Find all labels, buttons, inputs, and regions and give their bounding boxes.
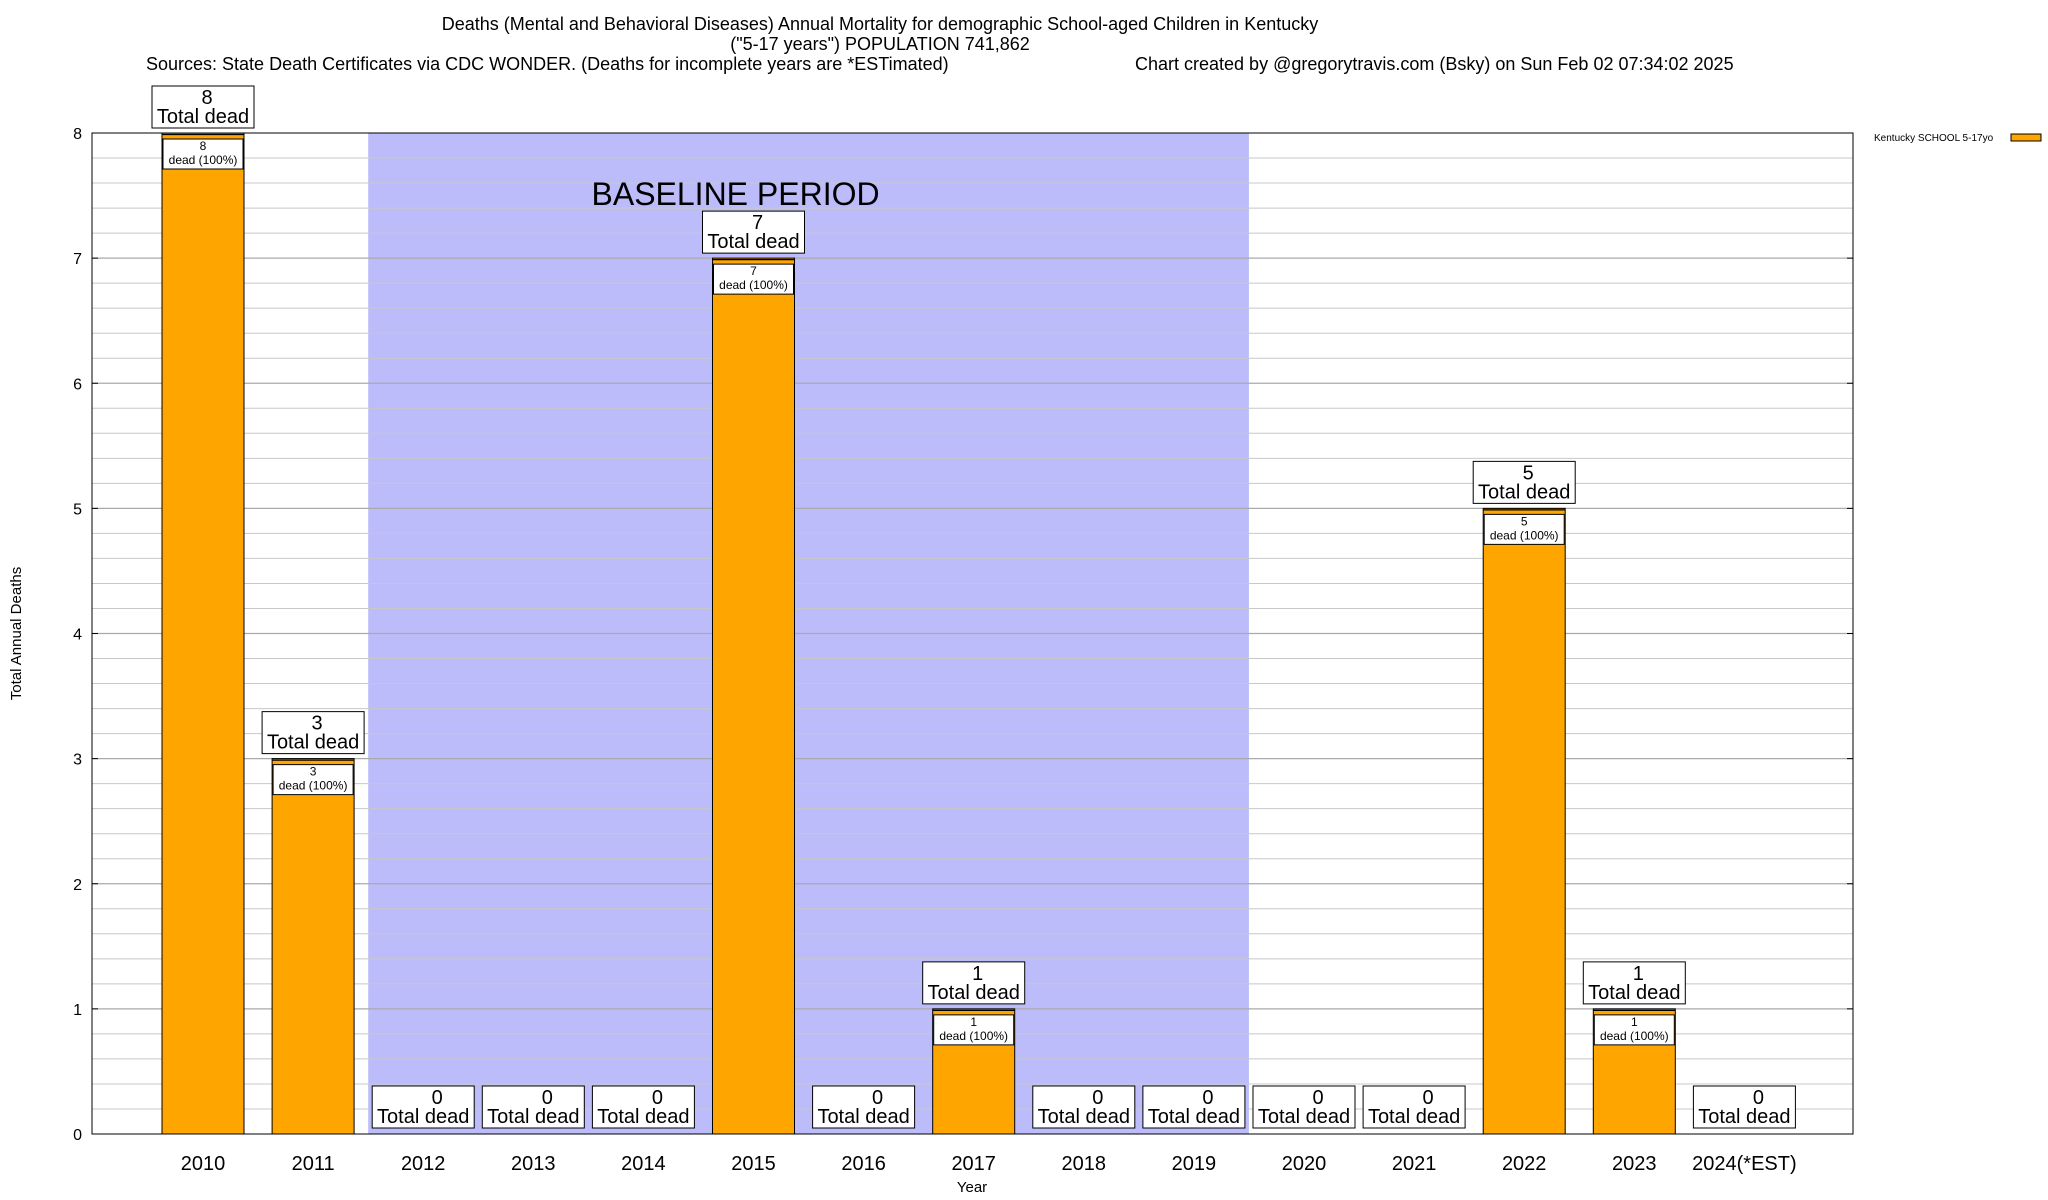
x-axis-title: Year bbox=[957, 1179, 987, 1196]
segment-value-label: 7 bbox=[750, 264, 757, 278]
baseline-label: BASELINE PERIOD bbox=[592, 176, 880, 212]
bar-chart: 8dead (100%)8Total dead3dead (100%)3Tota… bbox=[0, 0, 2048, 1200]
total-dead-label: Total dead bbox=[377, 1106, 469, 1128]
y-tick-label: 0 bbox=[73, 1127, 82, 1144]
x-tick-label: 2021 bbox=[1392, 1153, 1437, 1175]
total-dead-label: Total dead bbox=[1148, 1106, 1240, 1128]
total-dead-label: Total dead bbox=[1698, 1106, 1790, 1128]
y-tick-label: 3 bbox=[73, 752, 82, 769]
segment-value-label: 1 bbox=[1631, 1015, 1638, 1029]
x-tick-label: 2017 bbox=[951, 1153, 996, 1175]
segment-value-label: 8 bbox=[200, 139, 207, 153]
y-tick-label: 8 bbox=[73, 126, 82, 143]
bar bbox=[1483, 508, 1565, 1134]
bar bbox=[713, 258, 795, 1134]
x-tick-label: 2023 bbox=[1612, 1153, 1657, 1175]
segment-dead-label: dead (100%) bbox=[1600, 1029, 1669, 1043]
x-tick-label: 2019 bbox=[1172, 1153, 1217, 1175]
x-tick-label: 2012 bbox=[401, 1153, 446, 1175]
x-tick-label: 2018 bbox=[1062, 1153, 1107, 1175]
segment-value-label: 5 bbox=[1521, 514, 1528, 528]
legend: Kentucky SCHOOL 5-17yo bbox=[1874, 133, 2041, 144]
bar bbox=[272, 759, 354, 1134]
segment-dead-label: dead (100%) bbox=[279, 779, 348, 793]
total-dead-label: Total dead bbox=[597, 1106, 689, 1128]
x-tick-label: 2015 bbox=[731, 1153, 776, 1175]
total-dead-label: Total dead bbox=[1258, 1106, 1350, 1128]
total-dead-label: Total dead bbox=[487, 1106, 579, 1128]
total-dead-label: Total dead bbox=[707, 231, 799, 253]
segment-dead-label: dead (100%) bbox=[1490, 528, 1559, 542]
x-tick-label: 2022 bbox=[1502, 1153, 1547, 1175]
segment-dead-label: dead (100%) bbox=[939, 1029, 1008, 1043]
y-tick-label: 1 bbox=[73, 1002, 82, 1019]
total-dead-label: Total dead bbox=[1588, 982, 1680, 1004]
total-dead-label: Total dead bbox=[157, 106, 249, 128]
segment-value-label: 1 bbox=[970, 1015, 977, 1029]
x-tick-label: 2010 bbox=[181, 1153, 226, 1175]
total-dead-label: Total dead bbox=[928, 982, 1020, 1004]
segment-dead-label: dead (100%) bbox=[719, 278, 788, 292]
y-tick-label: 6 bbox=[73, 376, 82, 393]
y-tick-label: 4 bbox=[73, 627, 82, 644]
segment-value-label: 3 bbox=[310, 765, 317, 779]
total-dead-label: Total dead bbox=[817, 1106, 909, 1128]
x-tick-label: 2014 bbox=[621, 1153, 666, 1175]
x-tick-label: 2011 bbox=[292, 1153, 335, 1175]
legend-label: Kentucky SCHOOL 5-17yo bbox=[1874, 133, 1994, 144]
total-dead-label: Total dead bbox=[1038, 1106, 1130, 1128]
x-tick-label: 2013 bbox=[511, 1153, 556, 1175]
total-dead-label: Total dead bbox=[1478, 481, 1570, 503]
x-tick-label: 2024(*EST) bbox=[1692, 1153, 1797, 1175]
x-tick-label: 2016 bbox=[841, 1153, 886, 1175]
y-tick-label: 2 bbox=[73, 877, 82, 894]
segment-dead-label: dead (100%) bbox=[169, 153, 238, 167]
y-axis-title: Total Annual Deaths bbox=[8, 567, 25, 700]
x-axis: 2010 2011 2012 2013 2014 2015 2016 2017 2018 2019… bbox=[181, 1153, 1797, 1175]
y-tick-label: 7 bbox=[73, 251, 82, 268]
y-tick-label: 5 bbox=[73, 501, 82, 518]
total-dead-label: Total dead bbox=[267, 732, 359, 754]
bar bbox=[162, 133, 244, 1134]
total-dead-label: Total dead bbox=[1368, 1106, 1460, 1128]
legend-swatch bbox=[2011, 134, 2041, 141]
x-tick-label: 2020 bbox=[1282, 1153, 1327, 1175]
